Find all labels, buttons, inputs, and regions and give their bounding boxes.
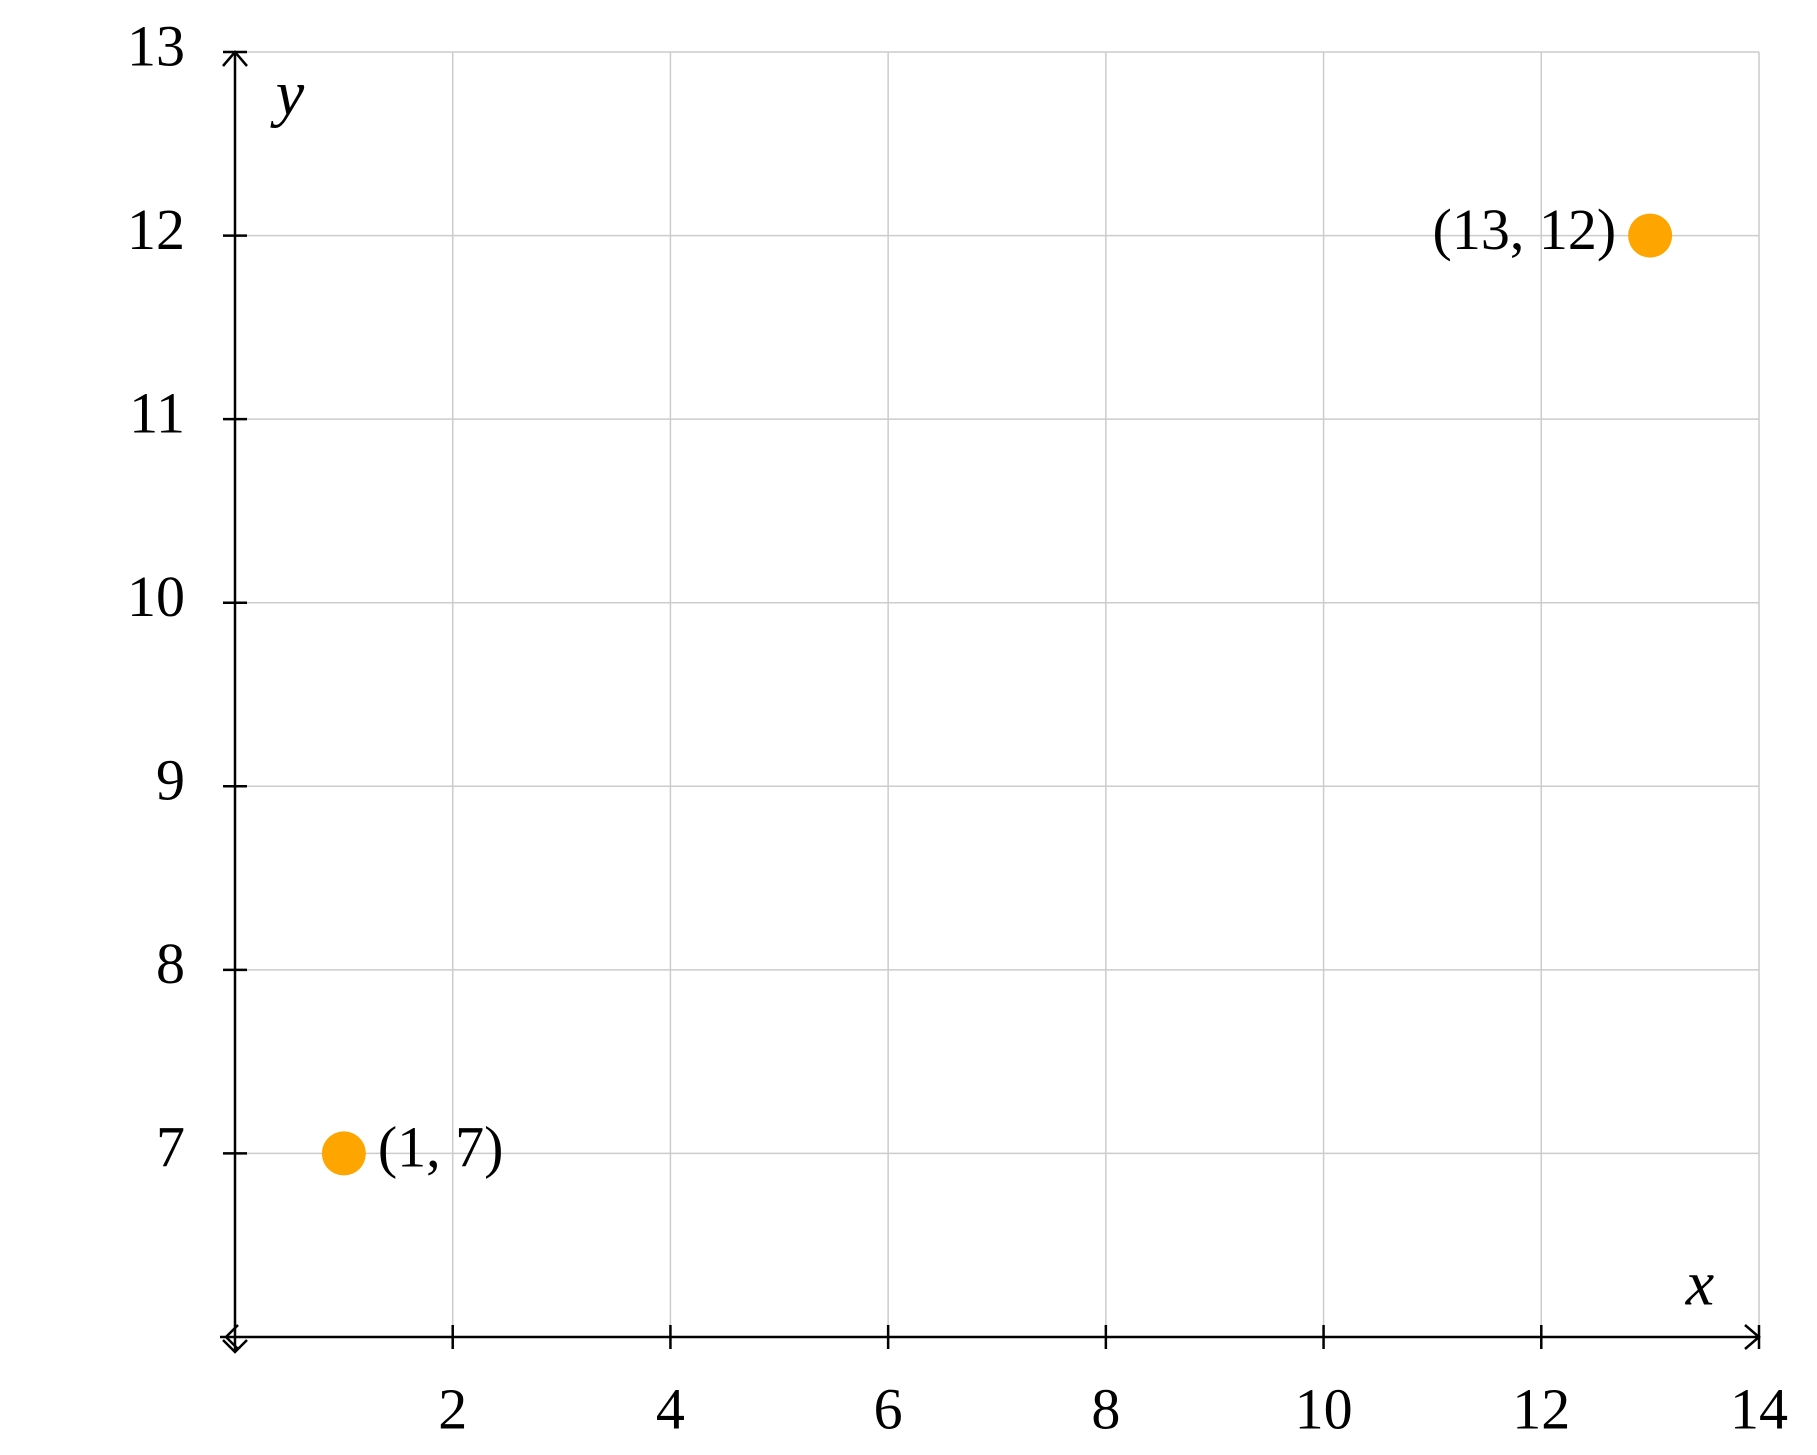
- point-label: (1, 7): [378, 1115, 504, 1180]
- point: [321, 1131, 366, 1176]
- x-tick-label: 14: [1730, 1376, 1788, 1441]
- x-tick-label: 6: [874, 1376, 903, 1441]
- x-tick-label: 8: [1091, 1376, 1120, 1441]
- y-tick-label: 11: [129, 380, 185, 445]
- y-tick-label: 8: [156, 931, 185, 996]
- x-tick-label: 10: [1295, 1376, 1353, 1441]
- y-tick-label: 9: [156, 748, 185, 813]
- y-tick-label: 12: [127, 197, 185, 262]
- arrowhead: [222, 50, 248, 67]
- y-tick-label: 13: [127, 13, 185, 78]
- point-label: (13, 12): [1433, 197, 1617, 262]
- x-tick-label: 12: [1512, 1376, 1570, 1441]
- arrowhead: [1744, 1324, 1761, 1350]
- point: [1628, 213, 1673, 258]
- arrowhead: [224, 1324, 239, 1350]
- x-tick-label: 2: [438, 1376, 467, 1441]
- x-axis-label: x: [1685, 1248, 1714, 1319]
- arrowhead: [222, 1339, 248, 1354]
- y-tick-label: 10: [127, 564, 185, 629]
- y-axis-label: y: [270, 58, 305, 129]
- y-tick-label: 7: [156, 1115, 185, 1180]
- x-tick-label: 4: [656, 1376, 685, 1441]
